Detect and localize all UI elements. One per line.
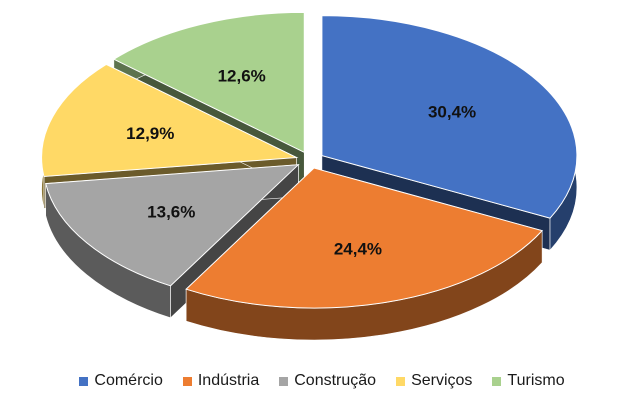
legend-item-servicos[interactable]: Serviços bbox=[396, 372, 472, 390]
data-label-servicos: 12,9% bbox=[126, 124, 174, 143]
pie-slice-industria[interactable] bbox=[185, 167, 544, 309]
pie-slice-turismo[interactable] bbox=[112, 11, 305, 154]
data-label-construcao: 13,6% bbox=[147, 202, 195, 221]
data-label-industria: 24,4% bbox=[334, 240, 382, 259]
legend-label-industria: Indústria bbox=[197, 372, 260, 389]
legend-label-turismo: Turismo bbox=[507, 372, 565, 389]
legend-item-industria[interactable]: Indústria bbox=[182, 372, 260, 390]
pie-slice-servicos[interactable] bbox=[41, 63, 299, 177]
legend-swatch-servicos bbox=[396, 376, 406, 386]
legend-item-turismo[interactable]: Turismo bbox=[492, 372, 565, 390]
pie-slice-construcao[interactable] bbox=[45, 164, 300, 287]
pie-label-layer: 30,4% 24,4% 13,6% 12,9% 12,6% bbox=[126, 67, 476, 259]
legend-item-comercio[interactable]: Comércio bbox=[79, 372, 163, 390]
legend-swatch-construcao bbox=[279, 376, 289, 386]
pie-slice-comercio[interactable] bbox=[321, 15, 578, 219]
legend-swatch-comercio bbox=[79, 376, 89, 386]
pie-top-layer bbox=[41, 11, 578, 309]
legend: Comércio Indústria Construção Serviços T… bbox=[0, 368, 644, 394]
legend-swatch-turismo bbox=[492, 376, 502, 386]
legend-item-construcao[interactable]: Construção bbox=[279, 372, 376, 390]
data-label-comercio: 30,4% bbox=[428, 102, 476, 121]
data-label-turismo: 12,6% bbox=[218, 67, 266, 86]
legend-label-servicos: Serviços bbox=[411, 372, 473, 389]
legend-label-comercio: Comércio bbox=[94, 372, 163, 389]
legend-swatch-industria bbox=[182, 376, 192, 386]
legend-label-construcao: Construção bbox=[294, 372, 377, 389]
